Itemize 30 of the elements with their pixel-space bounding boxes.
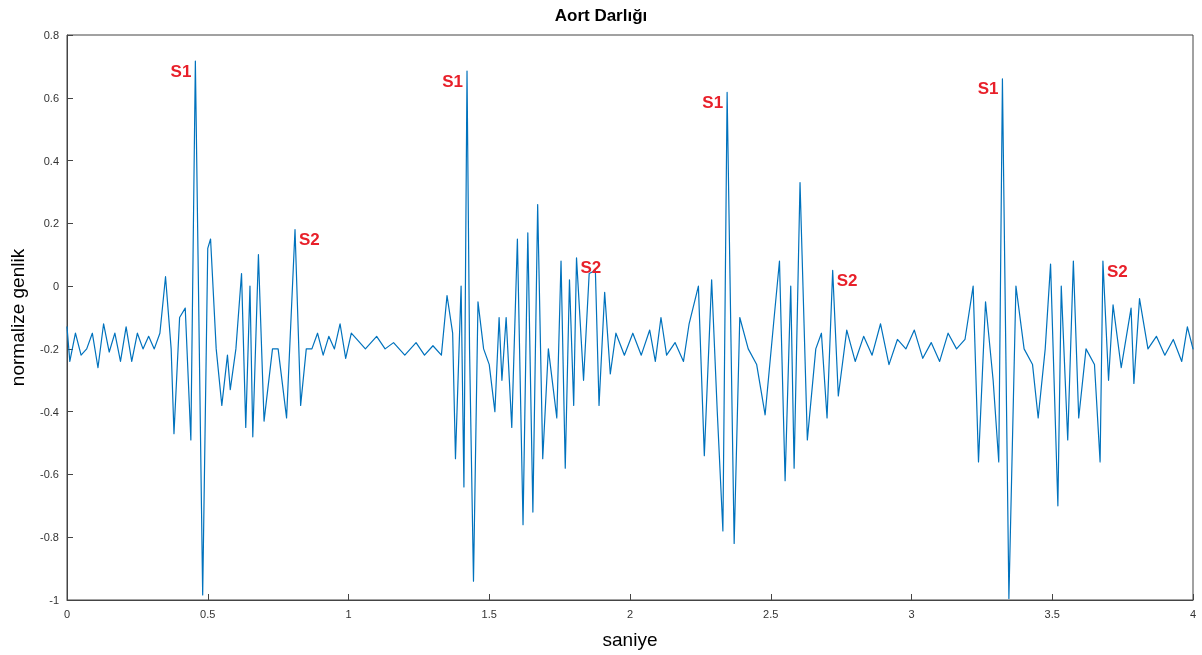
x-tick-label: 3.5 — [1044, 607, 1060, 620]
annotation: S1 — [170, 61, 192, 81]
x-tick-label: 2.5 — [763, 607, 779, 620]
annotation: S2 — [1106, 261, 1128, 281]
x-tick-label: 2 — [626, 607, 634, 620]
y-tick-label: -0.8 — [40, 531, 59, 544]
y-tick-label: -1 — [49, 594, 59, 606]
annotation: S2 — [299, 230, 320, 250]
y-tick-label: 0.6 — [43, 91, 59, 104]
x-tick-label: 4 — [1189, 607, 1197, 620]
y-axis-title: normalize genlik — [7, 248, 28, 387]
annotation: S1 — [977, 79, 999, 99]
y-tick-label: 0.4 — [43, 154, 59, 167]
annotation: S2 — [580, 258, 602, 278]
x-tick-label: 3 — [908, 607, 915, 620]
x-tick-label: 1.5 — [481, 607, 497, 620]
y-tick-label: 0 — [52, 280, 59, 293]
annotation: S2 — [836, 270, 858, 290]
chart-title: Aort Darlığı — [554, 6, 648, 25]
y-tick-label: -0.2 — [40, 342, 59, 355]
y-tick-label: -0.6 — [40, 468, 59, 481]
y-tick-label: -0.4 — [40, 405, 59, 418]
x-tick-label: 1 — [345, 607, 352, 620]
x-axis-title: saniye — [602, 629, 658, 650]
y-tick-label: 0.2 — [43, 217, 59, 230]
annotation: S1 — [442, 71, 464, 91]
y-tick-label: 0.8 — [43, 29, 59, 41]
x-tick-label: 0 — [63, 607, 71, 620]
annotation: S1 — [702, 92, 724, 112]
x-tick-label: 0.5 — [200, 607, 216, 620]
